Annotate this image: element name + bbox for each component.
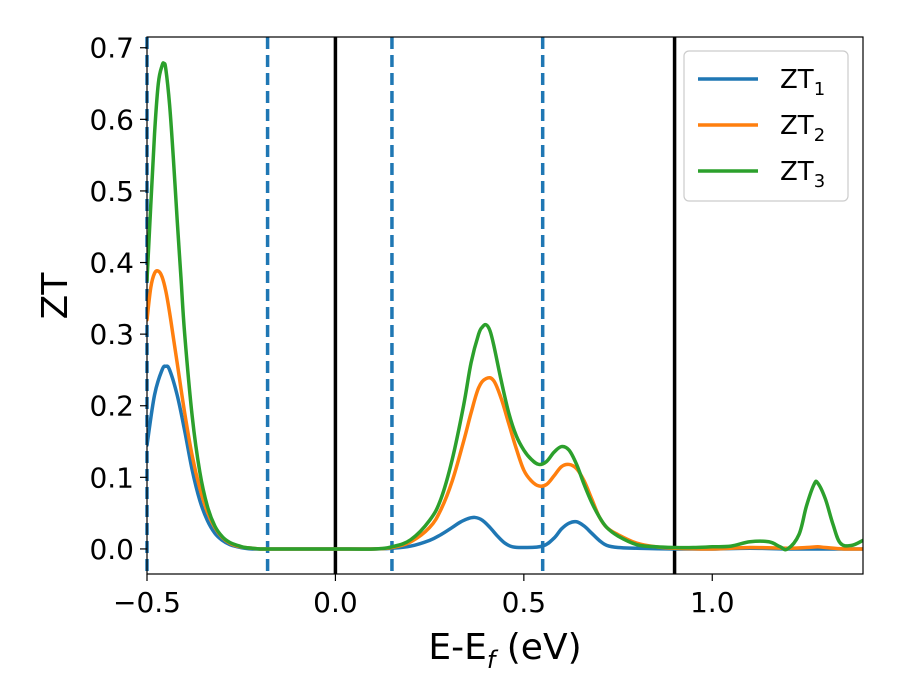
y-tick-label: 0.1	[89, 461, 134, 494]
legend-box	[683, 50, 849, 202]
legend-label-zt2: ZT2	[780, 111, 825, 146]
x-axis-label-main: E-E	[428, 627, 486, 668]
legend: ZT1 ZT2 ZT3	[683, 50, 849, 202]
y-tick-label: 0.7	[89, 32, 134, 65]
x-tick-label: −0.5	[113, 586, 181, 619]
series-line-zt1	[147, 364, 863, 551]
y-tick-label: 0.3	[89, 318, 134, 351]
x-tick-label: 0.5	[502, 586, 547, 619]
x-tick-label: 1.0	[690, 586, 735, 619]
vertical-reference-lines	[145, 37, 677, 574]
x-axis-label-unit: (eV)	[495, 627, 581, 668]
y-tick-label: 0.6	[89, 103, 134, 136]
legend-label-zt1: ZT1	[780, 65, 825, 100]
x-axis-ticks: −0.5 0.0 0.5 1.0	[113, 574, 735, 619]
y-tick-label: 0.5	[89, 175, 134, 208]
y-axis-label: ZT	[35, 272, 76, 320]
series-line-zt2	[147, 269, 863, 551]
x-tick-label: 0.0	[313, 586, 358, 619]
y-tick-label: 0.2	[89, 390, 134, 423]
series-layer	[147, 61, 863, 552]
y-tick-label: 0.4	[89, 247, 134, 280]
x-axis-label: E-Ef (eV)	[428, 627, 581, 674]
series-line-zt3	[147, 61, 863, 552]
plot-frame	[146, 36, 864, 575]
y-axis-ticks: 0.0 0.1 0.2 0.3 0.4 0.5 0.6 0.7	[89, 32, 147, 566]
legend-label-zt3: ZT3	[780, 157, 825, 192]
y-tick-label: 0.0	[89, 533, 134, 566]
